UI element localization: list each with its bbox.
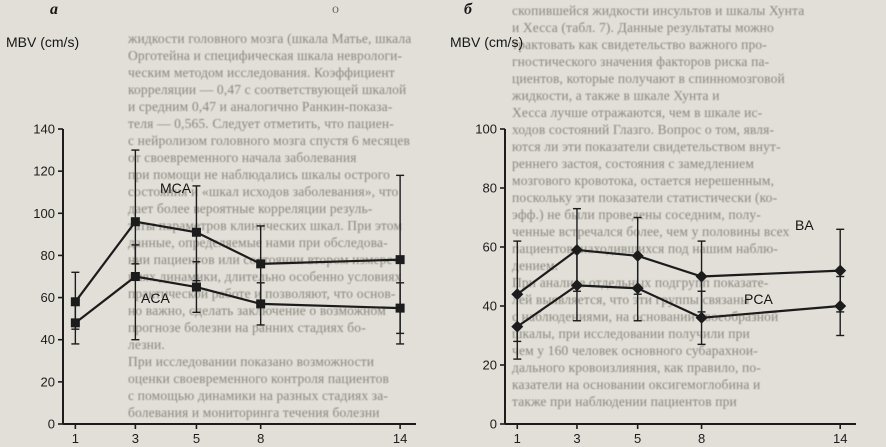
series-line-ba xyxy=(516,248,841,296)
series-label-ba: BA xyxy=(795,217,814,233)
y-tick-label: 40 xyxy=(41,332,55,347)
series-line-aca xyxy=(74,275,401,324)
y-tick-label: 20 xyxy=(483,358,497,373)
y-tick-label: 80 xyxy=(483,181,497,196)
x-tick-label: 14 xyxy=(833,431,847,446)
y-tick-label: 120 xyxy=(33,164,55,179)
data-point-marker-square xyxy=(191,227,201,237)
bleed-stray-mark: о xyxy=(332,2,339,17)
x-tick-label: 3 xyxy=(132,431,139,446)
chart-b-y-axis-unit-label: MBV (cm/s) xyxy=(450,34,524,50)
x-tick-label: 1 xyxy=(514,431,521,446)
series-line-mca xyxy=(74,220,401,303)
x-tick-label: 5 xyxy=(634,431,641,446)
data-point-marker-diamond xyxy=(570,279,583,292)
y-tick-label: 60 xyxy=(483,240,497,255)
x-tick-label: 8 xyxy=(698,431,705,446)
y-tick-label: 20 xyxy=(41,374,55,389)
data-point-marker-square xyxy=(256,259,266,269)
chart-b-title: б xyxy=(464,1,472,18)
data-point-marker-diamond xyxy=(695,311,708,324)
data-point-marker-square xyxy=(130,217,140,227)
x-tick-label: 8 xyxy=(257,431,264,446)
data-point-marker-square xyxy=(256,299,266,309)
y-tick-label: 100 xyxy=(475,122,497,137)
series-label-pca: PCA xyxy=(744,291,773,307)
y-tick-label: 40 xyxy=(483,299,497,314)
chart-a-title: а xyxy=(50,1,58,18)
x-tick-label: 14 xyxy=(393,431,407,446)
chart-a-y-axis-unit-label: MBV (cm/s) xyxy=(6,34,80,50)
data-point-marker-square xyxy=(130,272,140,281)
data-point-marker-diamond xyxy=(834,300,847,312)
series-line-pca xyxy=(516,284,841,328)
data-point-marker-square xyxy=(70,318,80,328)
data-point-marker-square xyxy=(395,303,405,313)
x-tick-label: 1 xyxy=(72,431,79,446)
y-tick-label: 100 xyxy=(33,206,55,221)
x-tick-label: 3 xyxy=(573,431,580,446)
y-tick-label: 140 xyxy=(33,122,55,137)
background-bleed-text-right: скопившейся жидкости инсультов и шкалы Х… xyxy=(512,3,805,409)
series-label-aca: ACA xyxy=(141,290,170,306)
background-bleed-text-left: жидкости головного мозга (шкала Матье, ш… xyxy=(128,31,412,420)
data-point-marker-square xyxy=(191,282,201,292)
data-point-marker-square xyxy=(395,255,405,265)
y-tick-label: 0 xyxy=(490,417,497,432)
data-point-marker-diamond xyxy=(511,320,524,333)
data-point-marker-diamond xyxy=(695,270,708,283)
data-point-marker-diamond xyxy=(631,282,644,295)
y-tick-label: 60 xyxy=(41,290,55,305)
data-point-marker-diamond xyxy=(834,264,847,277)
y-tick-label: 80 xyxy=(41,248,55,263)
series-label-mca: MCA xyxy=(160,180,192,196)
x-tick-label: 5 xyxy=(193,431,200,446)
y-tick-label: 0 xyxy=(48,417,55,432)
